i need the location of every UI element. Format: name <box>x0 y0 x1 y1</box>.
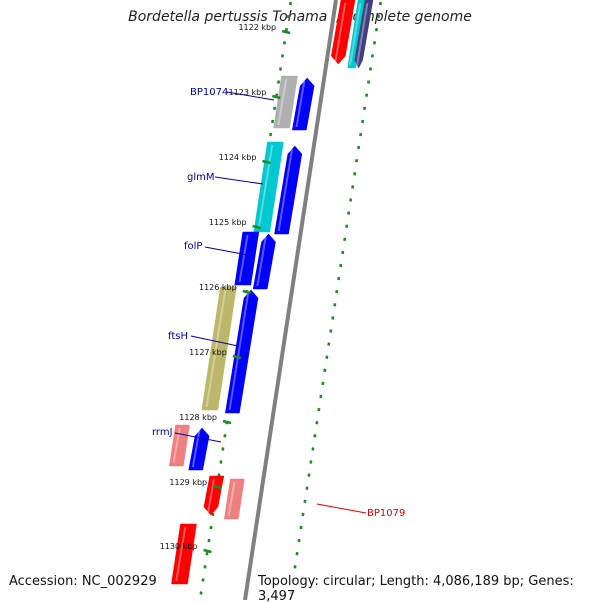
tick-label: 1130 kbp <box>160 542 198 551</box>
accession-text: Accession: NC_002929 <box>9 574 157 589</box>
tick-mark <box>223 421 231 423</box>
tick-label: 1124 kbp <box>219 153 257 162</box>
tick-label: 1129 kbp <box>169 478 207 487</box>
tick-label: 1128 kbp <box>179 413 217 422</box>
gene-label-glmm: glmM <box>187 172 215 183</box>
label-leader-line <box>215 177 263 184</box>
tick-label: 1126 kbp <box>199 283 237 292</box>
tick-label: 1125 kbp <box>209 218 247 227</box>
tick-label: 1122 kbp <box>238 23 276 32</box>
label-leader-line <box>317 504 366 513</box>
tick-mark <box>282 31 290 33</box>
tick-label: 1127 kbp <box>189 348 227 357</box>
tick-mark <box>203 550 211 552</box>
gene-label-bp1074: BP1074 <box>190 87 228 98</box>
gene-label-rrmj: rrmJ <box>152 427 173 438</box>
gene-label-bp1079: BP1079 <box>367 508 405 519</box>
gene-label-ftsh: ftsH <box>168 331 188 342</box>
tick-mark <box>243 291 251 293</box>
gene-label-folp: folP <box>184 241 202 252</box>
